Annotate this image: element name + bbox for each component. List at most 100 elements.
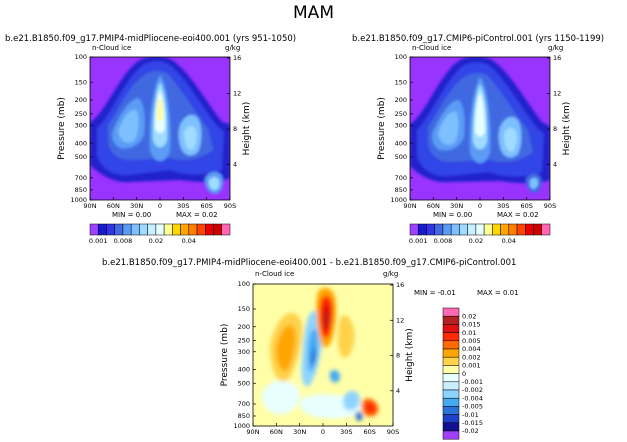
panel1-ytick-label: 300 <box>75 121 87 129</box>
panel2-field-label: n-Cloud ice <box>412 44 452 52</box>
panel2-ytick-label: 150 <box>395 78 407 86</box>
colorbar-box <box>475 223 485 236</box>
panel3-min: MIN = -0.01 <box>414 289 456 297</box>
colorbar-label: 0.02 <box>469 237 483 245</box>
colorbar-box <box>205 223 214 236</box>
panel3-ytick-label: 500 <box>238 379 250 387</box>
panel1-xtick-label: 90N <box>83 202 96 210</box>
colorbar-box <box>508 223 518 236</box>
colorbar-label: -0.02 <box>462 427 479 435</box>
colorbar-label: -0.01 <box>462 411 479 419</box>
panel3-xtick-label: 60N <box>270 428 283 436</box>
colorbar-box <box>139 223 148 236</box>
colorbar-diff: 0.020.0150.010.0050.0040.0020.0010-0.001… <box>442 307 483 440</box>
panel1-ytick-label: 150 <box>75 78 87 86</box>
panel1-xtick-label: 90S <box>224 202 236 210</box>
colorbar-box <box>442 340 460 350</box>
colorbar-box <box>525 223 534 236</box>
colorbar-panel1: 0.001 0.008 0.02 0.04 <box>89 223 231 245</box>
colorbar-label: 0 <box>462 370 466 378</box>
colorbar-box <box>442 389 460 399</box>
panel3-xtick-label: 30S <box>340 428 352 436</box>
colorbar-box <box>434 223 444 236</box>
panel1-units: g/kg <box>225 44 241 52</box>
panel1-ytick-label: 400 <box>75 139 87 147</box>
panel2-ytick-label: 1000 <box>390 196 407 204</box>
colorbar-box <box>500 223 510 236</box>
colorbar-box <box>442 348 460 358</box>
colorbar-box <box>106 223 115 236</box>
panel2-ylabel: Pressure (mb) <box>377 97 387 160</box>
colorbar-box <box>188 223 198 236</box>
panel3-y2tick-label: 4 <box>396 387 400 395</box>
panel2-ytick-label: 500 <box>395 153 407 161</box>
panel2-y2tick-label: 8 <box>553 125 557 133</box>
panel1-y2tick-label: 8 <box>233 125 237 133</box>
colorbar-box <box>483 223 493 236</box>
colorbar-box <box>516 223 526 236</box>
panel2-ytick-label: 700 <box>395 174 407 182</box>
panel3-xtick-label: 0 <box>321 428 325 436</box>
panel3-ytick-label: 200 <box>238 323 250 331</box>
panel3-xtick-label: 60S <box>363 428 375 436</box>
panel2-xtick-label: 0 <box>478 202 482 210</box>
colorbar-box <box>442 397 460 407</box>
panel1-ytick-label: 500 <box>75 153 87 161</box>
colorbar-label: -0.001 <box>462 378 483 386</box>
panel3-xtick-label: 90N <box>246 428 259 436</box>
panel2-y2tick-label: 4 <box>553 161 557 169</box>
colorbar-box <box>442 315 460 325</box>
colorbar-label: 0.01 <box>462 329 476 337</box>
colorbar-box <box>147 223 157 236</box>
panel1-ytick-label: 700 <box>75 174 87 182</box>
colorbar-box <box>114 223 124 236</box>
panel2-units: g/kg <box>548 44 564 52</box>
panel1-xtick-label: 30N <box>130 202 143 210</box>
panel3-ytick-label: 700 <box>238 400 250 408</box>
panel1-xtick-label: 0 <box>158 202 162 210</box>
panel1-y2tick-label: 4 <box>233 161 237 169</box>
panel1-y2tick-label: 16 <box>233 54 241 62</box>
colorbar-box <box>409 223 419 236</box>
colorbar-box <box>213 223 223 236</box>
colorbar-label: 0.008 <box>114 237 133 245</box>
colorbar-panel2: 0.001 0.008 0.02 0.04 <box>409 223 551 245</box>
colorbar-box <box>442 373 460 383</box>
panel1-plot <box>90 57 230 200</box>
panel2-ytick-label: 400 <box>395 139 407 147</box>
colorbar-box <box>163 223 173 236</box>
colorbar-box <box>442 406 460 415</box>
colorbar-box <box>492 223 501 236</box>
panel2-min: MIN = 0.00 <box>433 211 473 219</box>
panel1-axes: 100 150 200 250 300 400 500 700 850 1000 16 12 8 4 90N… <box>57 53 252 210</box>
season-title: MAM <box>293 3 334 23</box>
panel3-ytick-label: 850 <box>238 412 250 420</box>
panel2-xtick-label: 60N <box>427 202 440 210</box>
panel1-xtick-label: 60N <box>107 202 120 210</box>
panel3-ytick-label: 150 <box>238 305 250 313</box>
panel2-axes: 100 150 200 250 300 400 500 700 850 1000 16 12 8 4 90N… <box>377 53 572 210</box>
colorbar-label: 0.02 <box>149 237 163 245</box>
panel2-xtick-label: 30N <box>450 202 463 210</box>
colorbar-box <box>172 223 181 236</box>
colorbar-box <box>442 381 460 391</box>
colorbar-box <box>442 365 460 374</box>
colorbar-box <box>442 332 460 342</box>
panel3-ytick-label: 400 <box>238 366 250 374</box>
panel3-plot <box>253 284 393 426</box>
colorbar-label: 0.04 <box>182 237 196 245</box>
panel2-xtick-label: 30S <box>497 202 509 210</box>
panel1-ytick-label: 200 <box>75 96 87 104</box>
panel1-xtick-label: 60S <box>200 202 212 210</box>
panel2-max: MAX = 0.02 <box>497 211 539 219</box>
colorbar-label: 0.005 <box>462 337 481 345</box>
colorbar-box <box>196 223 206 236</box>
panel2-ytick-label: 200 <box>395 96 407 104</box>
colorbar-box <box>180 223 190 236</box>
panel3-ytick-label: 100 <box>238 280 250 288</box>
panel1-field-label: n-Cloud ice <box>92 44 132 52</box>
panel2-y2tick-label: 16 <box>553 54 561 62</box>
panel1-y2label: Height (km) <box>242 102 252 156</box>
panel1-ytick-label: 250 <box>75 110 87 118</box>
